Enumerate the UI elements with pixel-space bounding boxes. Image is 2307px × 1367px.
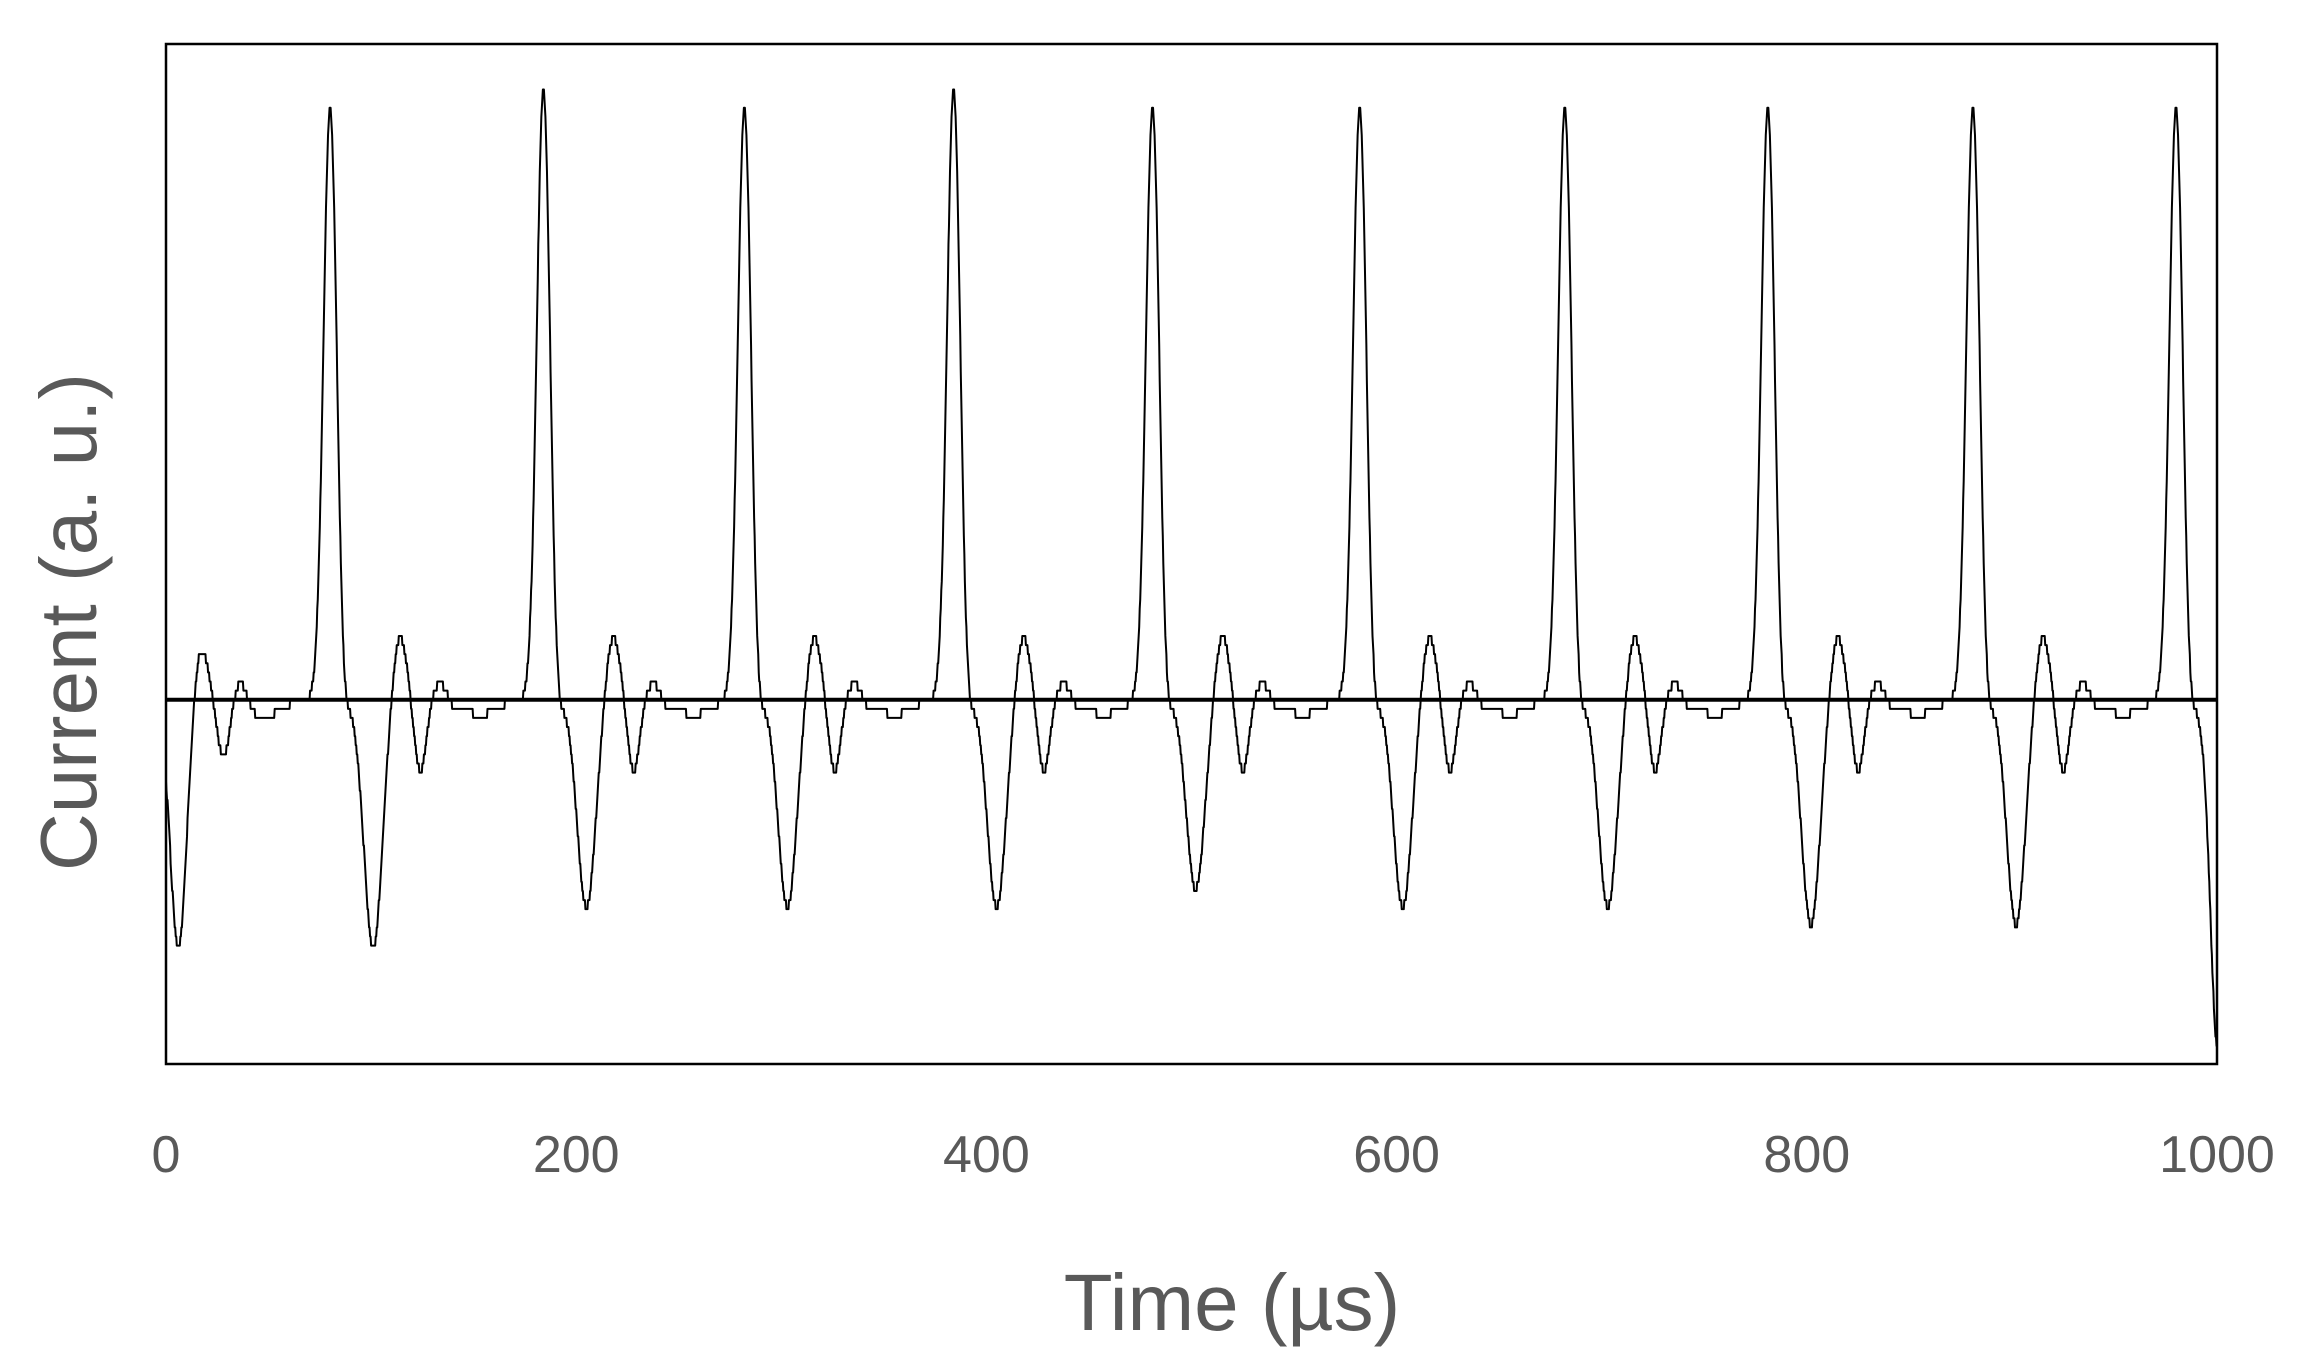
signal-line <box>165 88 2218 1047</box>
plot-area <box>164 42 2219 1066</box>
x-tick-label: 400 <box>943 1126 1030 1184</box>
x-tick-label: 0 <box>152 1126 181 1184</box>
y-axis-title: Current (a. u.) <box>24 373 113 871</box>
x-tick-label: 1000 <box>2159 1126 2275 1184</box>
x-axis-title: Time (µs) <box>1064 1258 1400 1347</box>
x-tick-label: 800 <box>1763 1126 1850 1184</box>
plot-frame <box>164 42 2219 1066</box>
x-tick-label: 200 <box>533 1126 620 1184</box>
x-axis: 0 200 400 600 800 1000 <box>152 1126 2275 1184</box>
x-tick-label: 600 <box>1353 1126 1440 1184</box>
